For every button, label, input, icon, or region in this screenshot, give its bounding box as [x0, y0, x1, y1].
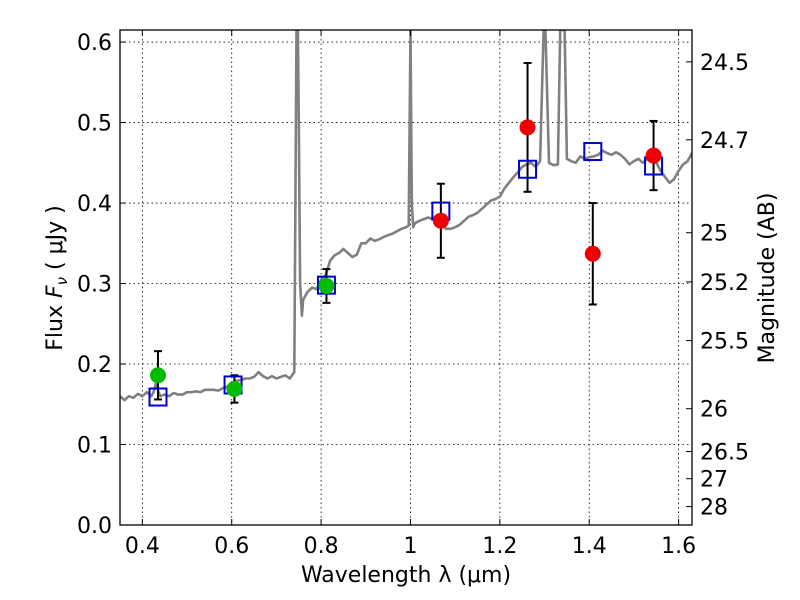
y-tick-label: 0.2 — [77, 353, 112, 378]
y-tick-label: 0.0 — [77, 514, 112, 539]
nir-photometry-point — [519, 119, 536, 136]
x-tick-label: 1.6 — [661, 534, 696, 559]
y-tick-label: 0.6 — [77, 31, 112, 56]
x-tick-label: 1 — [403, 534, 417, 559]
optical-photometry-point — [226, 380, 243, 397]
y-tick-label: 0.4 — [77, 192, 112, 217]
mag-tick-label: 24.5 — [700, 51, 749, 76]
model-photometry-square — [148, 387, 168, 407]
spectrum-layer — [120, 30, 692, 402]
model-photometry-square — [583, 142, 603, 162]
x-tick-label: 0.8 — [304, 534, 339, 559]
grid — [120, 30, 692, 525]
y-axis-label: Flux Fν ( μJy ) — [43, 205, 71, 350]
errorbar-layer — [153, 62, 658, 404]
marker-layer — [148, 119, 664, 407]
mag-tick-label: 25.2 — [700, 271, 749, 296]
nir-photometry-point — [584, 245, 601, 262]
nir-photometry-point — [645, 147, 662, 164]
optical-photometry-point — [149, 367, 166, 384]
y-tick-label: 0.3 — [77, 273, 112, 298]
mag-tick-label: 27 — [700, 468, 728, 493]
x-tick-label: 0.4 — [125, 534, 160, 559]
optical-photometry-point — [318, 277, 335, 294]
mag-tick-label: 28 — [700, 496, 728, 521]
nir-photometry-point — [432, 212, 449, 229]
mag-tick-label: 25.5 — [700, 330, 749, 355]
y-tick-label: 0.1 — [77, 434, 112, 459]
x-axis-label: Wavelength λ (μm) — [301, 563, 511, 588]
ticks: 0.4 0.6 0.8 1 1.2 1.4 1.6 0.0 0.1 0.2 0.3 0.4 0.5 0.6… — [77, 30, 749, 559]
mag-tick-label: 26 — [700, 398, 728, 423]
mag-tick-label: 25 — [700, 222, 728, 247]
mag-tick-label: 26.5 — [700, 441, 749, 466]
y2-axis-label: Magnitude (AB) — [755, 193, 780, 364]
y-tick-label: 0.5 — [77, 112, 112, 137]
model-photometry-square — [518, 159, 538, 179]
mag-tick-label: 24.7 — [700, 129, 749, 154]
x-tick-label: 0.6 — [214, 534, 249, 559]
x-tick-label: 1.2 — [482, 534, 517, 559]
plot-frame — [119, 29, 693, 526]
spectrum-line — [120, 30, 692, 402]
x-tick-label: 1.4 — [572, 534, 607, 559]
